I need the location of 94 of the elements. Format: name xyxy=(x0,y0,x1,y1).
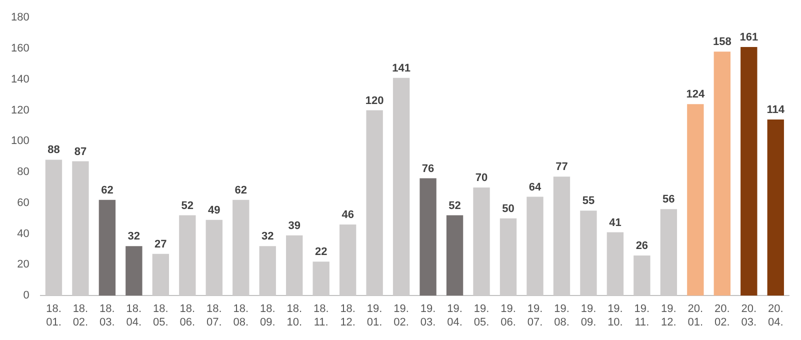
data-label: 88 xyxy=(48,144,60,156)
bar xyxy=(339,224,356,296)
data-label: 124 xyxy=(686,88,706,101)
bar xyxy=(634,255,650,296)
bar xyxy=(687,104,704,296)
x-tick-label: 18. 05. xyxy=(153,303,168,328)
x-tick-label: 19. 10. xyxy=(608,303,623,328)
bar xyxy=(526,196,544,296)
x-tick-label: 20. 03. xyxy=(741,303,757,328)
x-tick-label: 18. 02. xyxy=(72,303,88,328)
data-label: 52 xyxy=(448,200,461,212)
x-tick-label: 18. 12. xyxy=(340,303,356,328)
x-tick-label: 19. 04. xyxy=(447,303,462,328)
y-tick-label: 100 xyxy=(10,135,30,148)
bar xyxy=(580,210,597,296)
data-label: 50 xyxy=(502,202,514,215)
bar xyxy=(152,254,170,296)
x-tick-label: 18. 10. xyxy=(286,303,302,328)
bar xyxy=(45,160,62,296)
bar xyxy=(420,178,436,296)
bar xyxy=(312,262,330,296)
y-tick-label: 60 xyxy=(17,196,30,209)
bar xyxy=(206,220,222,296)
data-label: 39 xyxy=(288,220,300,232)
y-tick-label: 80 xyxy=(17,166,30,178)
bar xyxy=(767,120,784,296)
data-label: 62 xyxy=(101,184,114,196)
bar xyxy=(72,161,89,296)
x-tick-label: 18. 08. xyxy=(233,303,249,328)
data-label: 77 xyxy=(556,161,568,174)
x-tick-label: 18. 01. xyxy=(46,303,62,328)
x-tick-label: 19. 03. xyxy=(420,303,436,328)
bar xyxy=(446,215,464,296)
data-label: 64 xyxy=(528,181,542,194)
data-label: 49 xyxy=(208,204,220,216)
bar xyxy=(473,187,490,296)
data-label: 70 xyxy=(475,172,488,184)
x-tick-label: 19. 06. xyxy=(500,303,516,328)
y-tick-label: 20 xyxy=(17,258,30,271)
x-tick-label: 18. 09. xyxy=(260,303,276,328)
y-tick-label: 180 xyxy=(10,12,30,24)
bar xyxy=(98,200,116,296)
bar xyxy=(714,52,730,296)
x-tick-label: 19. 07. xyxy=(527,303,543,328)
data-label: 62 xyxy=(234,184,248,196)
data-label: 87 xyxy=(74,146,87,158)
data-label: 22 xyxy=(314,246,328,258)
x-tick-label: 19. 09. xyxy=(580,303,596,328)
x-tick-label: 19. 11. xyxy=(634,303,650,328)
data-label: 26 xyxy=(636,240,648,252)
x-tick-label: 18. 03. xyxy=(100,303,115,328)
data-label: 41 xyxy=(609,216,622,229)
bar xyxy=(500,218,517,296)
y-tick-label: 40 xyxy=(17,228,30,240)
data-label: 52 xyxy=(181,200,194,212)
x-tick-label: 20. 02. xyxy=(714,303,730,328)
data-label: 27 xyxy=(154,238,167,250)
data-label: 32 xyxy=(261,230,274,243)
bar xyxy=(286,235,303,296)
x-tick-label: 19. 05. xyxy=(474,303,490,328)
data-label: 114 xyxy=(766,104,786,116)
bar xyxy=(259,246,276,296)
bar xyxy=(126,246,142,296)
y-tick-label: 140 xyxy=(10,73,30,86)
y-tick-label: 160 xyxy=(10,42,30,55)
data-label: 158 xyxy=(712,36,732,48)
bar xyxy=(660,209,678,296)
data-label: 46 xyxy=(342,209,354,222)
data-label: 32 xyxy=(128,230,140,243)
bar xyxy=(232,200,250,296)
bar xyxy=(606,232,624,296)
y-tick-label: 120 xyxy=(10,104,30,116)
bar xyxy=(366,110,383,296)
data-label: 161 xyxy=(740,31,758,44)
y-tick-label: 0 xyxy=(23,290,30,302)
data-label: 141 xyxy=(392,62,410,74)
x-tick-label: 18. 06. xyxy=(180,303,196,328)
x-tick-label: 20. 01. xyxy=(688,303,704,328)
data-label: 56 xyxy=(662,194,675,206)
x-tick-label: 18. 11. xyxy=(313,303,329,328)
x-tick-label: 20. 04. xyxy=(768,303,784,328)
x-tick-label: 19. 12. xyxy=(661,303,676,328)
x-tick-label: 18. 07. xyxy=(206,303,222,328)
data-label: 55 xyxy=(582,195,595,208)
x-tick-label: 18. 04. xyxy=(126,303,142,328)
bar xyxy=(179,215,196,296)
data-label: 120 xyxy=(365,94,384,107)
bar xyxy=(553,176,570,296)
data-label: 76 xyxy=(422,162,434,175)
x-tick-label: 19. 01. xyxy=(366,303,382,328)
bar xyxy=(392,78,410,296)
bar xyxy=(740,46,758,296)
x-tick-label: 19. 02. xyxy=(394,303,409,328)
x-tick-label: 19. 08. xyxy=(554,303,570,328)
